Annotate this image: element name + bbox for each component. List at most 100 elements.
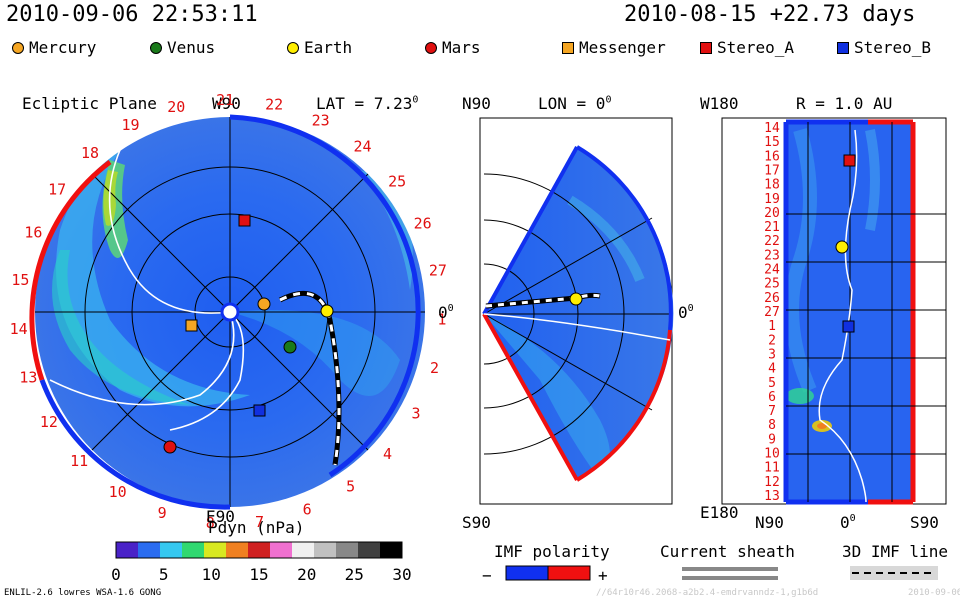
ecliptic-zero-label: 00 xyxy=(438,303,454,322)
radial-earth-marker xyxy=(835,240,849,254)
radial-day-label: 7 xyxy=(768,404,776,419)
radial-day-label: 9 xyxy=(768,432,776,447)
cme-band-inner xyxy=(52,250,190,405)
colorbar-tick-label: 30 xyxy=(392,565,411,584)
venus-icon xyxy=(150,41,162,54)
rim-polarity-neg-2 xyxy=(39,379,231,510)
stereo-b-icon xyxy=(837,41,849,54)
colorbar-tick-label: 25 xyxy=(345,565,364,584)
mercury-icon xyxy=(12,41,24,54)
legend-label: Stereo_A xyxy=(717,38,795,57)
radial-day-label: 18 xyxy=(764,178,780,193)
rim-day-label: 14 xyxy=(10,320,28,338)
colorbar-segment xyxy=(358,542,381,558)
mercury-marker xyxy=(257,297,271,311)
radial-day-label: 3 xyxy=(768,348,776,363)
legend-label: Mercury xyxy=(29,38,97,57)
mars-marker xyxy=(163,440,177,454)
colorbar-segment xyxy=(116,542,139,558)
meridional-plane-plot: 00 S90 xyxy=(462,117,694,532)
rim-day-label: 2 xyxy=(430,359,439,377)
colorbar-segment xyxy=(138,542,161,558)
rim-day-label: 24 xyxy=(353,138,371,156)
radial-current-sheet xyxy=(818,129,867,503)
messenger-marker xyxy=(185,319,198,332)
meridional-top-label: N90 xyxy=(462,94,491,113)
colorbar-segment xyxy=(336,542,359,558)
radial-day-labels: 1415161718192021222324252627123456789101… xyxy=(764,121,780,504)
colorbar-segment xyxy=(380,542,403,558)
ecliptic-bottom-label: E90 xyxy=(206,507,235,526)
meridional-earth-marker xyxy=(569,292,583,306)
meridional-lon-label: LON = 00 xyxy=(538,94,611,113)
rim-day-label: 26 xyxy=(414,215,432,233)
meridional-band xyxy=(484,314,610,480)
current-sheath-swatch-2 xyxy=(682,576,778,580)
rim-day-label: 8 xyxy=(206,514,215,532)
rim-day-label: 6 xyxy=(303,501,312,519)
radial-x-label-n90: N90 xyxy=(755,513,784,532)
radial-blob xyxy=(786,388,814,404)
colorbar-tick-label: 20 xyxy=(297,565,316,584)
rim-day-label: 17 xyxy=(48,180,66,198)
rim-day-label: 11 xyxy=(70,452,88,470)
rim-day-label: 16 xyxy=(24,224,42,242)
radial-day-label: 2 xyxy=(768,333,776,348)
meridional-bottom-label: S90 xyxy=(462,513,491,532)
current-sheath-black xyxy=(278,290,342,466)
radial-day-label: 1 xyxy=(768,319,776,334)
sun xyxy=(220,302,240,322)
venus-marker xyxy=(283,340,297,354)
imf-plus-label: + xyxy=(598,566,608,585)
radial-day-label: 17 xyxy=(764,164,780,179)
radial-stereo-b-marker xyxy=(842,320,855,333)
radial-surface-plot: 1415161718192021222324252627123456789101… xyxy=(700,117,947,532)
meridional-zero-label: 00 xyxy=(678,303,694,322)
radial-bottom-left-label: E180 xyxy=(700,503,739,522)
radial-day-label: 13 xyxy=(764,489,780,504)
imf-negative-swatch xyxy=(505,565,549,581)
meridional-edge-bottom xyxy=(482,313,579,481)
radial-day-label: 20 xyxy=(764,206,780,221)
meridional-rim-neg xyxy=(575,145,673,331)
cme-core xyxy=(103,170,118,226)
run-id: //64r10r46.2068-a2b2.4-emdrvanndz-1,g1b6… xyxy=(596,588,819,598)
legend-item-stereo-b: Stereo_B xyxy=(837,38,931,57)
rim-day-label: 5 xyxy=(346,477,355,495)
legend-label: Venus xyxy=(167,38,216,57)
ecliptic-top-label: W90 xyxy=(212,94,241,113)
imf-minus-label: − xyxy=(482,566,492,585)
rim-day-label: 7 xyxy=(255,513,264,531)
lat-text: LAT = 7.23 xyxy=(316,94,413,113)
legend-item-stereo-a: Stereo_A xyxy=(700,38,794,57)
earth-icon xyxy=(287,41,299,54)
radial-day-label: 11 xyxy=(764,461,780,476)
colorbar-segment xyxy=(226,542,249,558)
radial-day-label: 4 xyxy=(768,362,776,377)
rim-day-label: 20 xyxy=(167,98,185,116)
rim-day-label: 4 xyxy=(383,445,392,463)
rim-day-label: 10 xyxy=(109,483,127,501)
streamer-east xyxy=(230,310,400,396)
radial-day-label: 15 xyxy=(764,135,780,150)
radial-day-label: 26 xyxy=(764,291,780,306)
legend-item-venus: Venus xyxy=(150,38,215,57)
radial-day-label: 22 xyxy=(764,234,780,249)
colorbar-tick-label: 15 xyxy=(249,565,268,584)
radial-day-label: 23 xyxy=(764,248,780,263)
colorbar-tick-label: 10 xyxy=(202,565,221,584)
colorbar-segment xyxy=(292,542,315,558)
rim-polarity-neg xyxy=(229,114,421,478)
radial-day-label: 21 xyxy=(764,220,780,235)
radial-day-label: 14 xyxy=(764,121,780,136)
imf-polarity-title: IMF polarity xyxy=(494,542,610,561)
imf-positive-swatch xyxy=(547,565,591,581)
colorbar-segment xyxy=(314,542,337,558)
colorbar-segment xyxy=(270,542,293,558)
stereo-b-marker xyxy=(253,404,266,417)
cme-band xyxy=(56,150,250,407)
radial-day-label: 19 xyxy=(764,192,780,207)
radial-r-label: R = 1.0 AU xyxy=(796,94,893,113)
